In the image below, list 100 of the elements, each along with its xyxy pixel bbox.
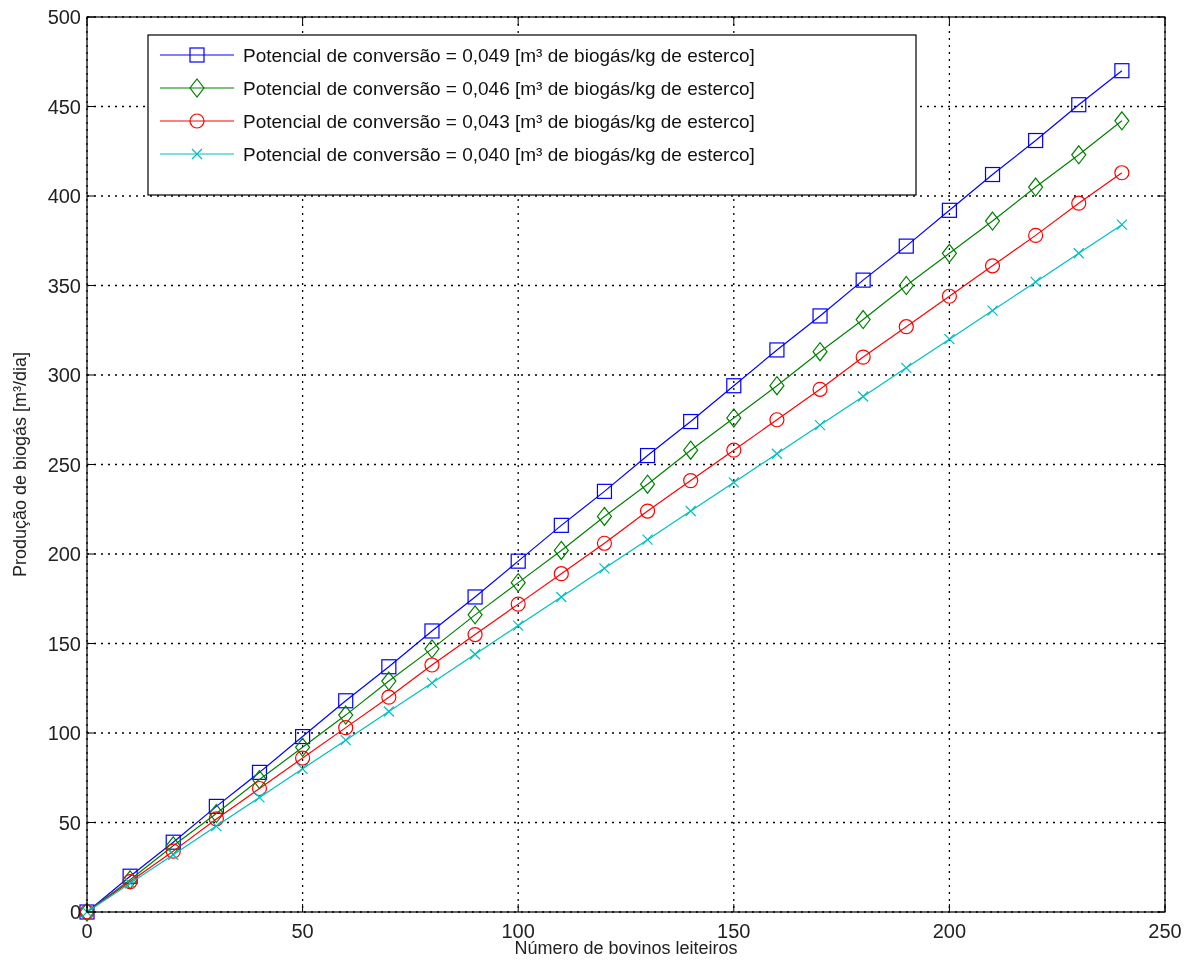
point (641, 534, 654, 546)
y-tick-label: 200 (47, 543, 81, 565)
point (1116, 219, 1128, 231)
y-tick-label: 450 (47, 95, 81, 118)
point (1028, 227, 1044, 243)
point (555, 591, 567, 603)
point (553, 517, 569, 533)
point (1028, 177, 1044, 197)
point (683, 473, 699, 489)
point (338, 705, 354, 725)
point (639, 474, 656, 494)
y-tick-label: 300 (47, 364, 81, 386)
point (769, 376, 785, 396)
point (208, 811, 224, 827)
point (165, 843, 181, 859)
point (510, 596, 526, 612)
point (984, 258, 1001, 274)
x-tick-label: 250 (1148, 920, 1182, 942)
point (639, 503, 656, 519)
point (814, 419, 826, 431)
point (857, 390, 869, 403)
point (553, 540, 569, 561)
point (596, 483, 613, 499)
point (596, 506, 613, 527)
point (900, 362, 912, 374)
point (253, 791, 266, 804)
point (338, 693, 354, 709)
legend-label: Potencial de conversão = 0,049 [m³ de biogás/kg de esterco] (243, 45, 755, 66)
y-tick-label: 400 (47, 185, 81, 207)
point (210, 820, 222, 832)
point (469, 648, 481, 660)
point (165, 836, 181, 856)
legend-label: Potencial de conversão = 0,040 [m³ de biogás/kg de esterco] (243, 144, 755, 165)
point (726, 378, 742, 394)
point (510, 553, 526, 569)
point (512, 620, 524, 632)
point (769, 412, 785, 428)
point (941, 202, 957, 218)
point (1071, 195, 1087, 211)
point (726, 442, 742, 458)
point (984, 211, 1001, 231)
point (1114, 63, 1130, 79)
point (639, 447, 656, 464)
point (855, 272, 871, 288)
point (685, 505, 697, 517)
point (381, 671, 397, 691)
point (251, 769, 268, 790)
point (338, 720, 354, 736)
y-tick-label: 350 (47, 274, 81, 297)
point (598, 562, 611, 574)
y-tick-label: 500 (47, 6, 81, 28)
point (855, 309, 871, 330)
point (251, 764, 268, 780)
point (812, 342, 828, 362)
point (1071, 97, 1087, 113)
point (771, 448, 783, 460)
point (165, 834, 181, 850)
point (1030, 276, 1042, 288)
x-tick-label: 50 (291, 920, 314, 942)
point (728, 476, 740, 488)
y-tick-label: 150 (47, 632, 81, 655)
point (340, 734, 352, 746)
point (426, 677, 438, 689)
point (208, 798, 224, 814)
point (855, 349, 871, 365)
y-tick-label: 100 (47, 722, 81, 744)
point (812, 381, 828, 397)
point (596, 535, 613, 551)
point (898, 275, 914, 296)
point (381, 659, 397, 675)
point (683, 440, 699, 460)
point (424, 623, 440, 639)
point (898, 319, 914, 335)
point (984, 166, 1001, 183)
point (1114, 165, 1130, 181)
point (467, 605, 483, 625)
y-tick-label: 50 (58, 811, 81, 834)
y-axis-title: Produção de biogás [m³/dia] (10, 351, 30, 578)
legend-label: Potencial de conversão = 0,043 [m³ de biogás/kg de esterco] (243, 111, 755, 132)
point (1114, 111, 1130, 131)
point (1073, 247, 1085, 259)
point (295, 750, 311, 766)
point (941, 243, 957, 263)
point (1028, 132, 1044, 149)
point (769, 342, 785, 358)
point (941, 288, 957, 304)
point (467, 589, 483, 605)
point (122, 868, 138, 884)
point (1071, 145, 1087, 165)
point (383, 705, 395, 718)
point (683, 413, 699, 430)
legend-label: Potencial de conversão = 0,046 [m³ de biogás/kg de esterco] (243, 78, 755, 99)
point (295, 728, 311, 745)
point (424, 657, 440, 673)
x-tick-label: 200 (932, 920, 967, 942)
point (553, 566, 569, 582)
point (726, 408, 742, 428)
point (297, 763, 309, 775)
point (467, 626, 483, 643)
point (251, 780, 268, 797)
